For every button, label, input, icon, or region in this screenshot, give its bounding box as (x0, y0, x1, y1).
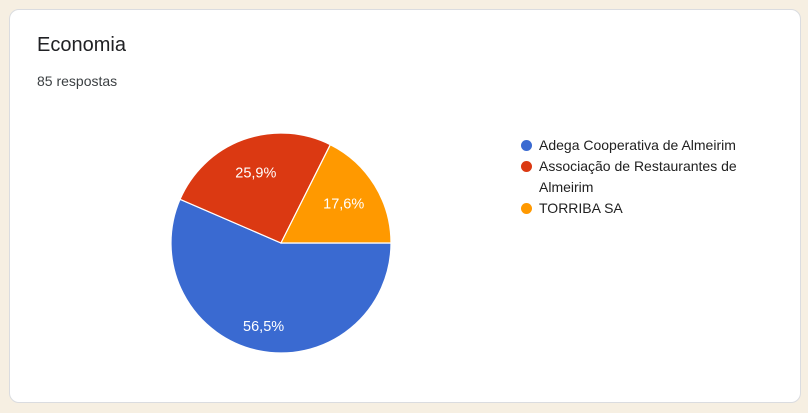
summary-card: Economia 85 respostas 56,5% 25,9% 17,6% Ad… (9, 9, 801, 403)
pie-chart-svg: 56,5% 25,9% 17,6% (170, 132, 392, 354)
pie-slice-1[interactable] (170, 198, 392, 354)
pie-slice-percentage-label: 25,9% (235, 166, 276, 182)
chart-legend: Adega Cooperativa de Almeirim Associação … (521, 135, 789, 219)
legend-item: Adega Cooperativa de Almeirim (521, 135, 789, 156)
pie-slice-3[interactable] (280, 143, 392, 244)
pie-slice-2[interactable] (179, 132, 332, 244)
legend-item: TORRIBA SA (521, 198, 789, 219)
legend-label: Associação de Restaurantes de Almeirim (539, 158, 737, 195)
pie-slice-percentage-label: 56,5% (243, 319, 284, 335)
legend-label: TORRIBA SA (539, 200, 623, 216)
legend-color-dot (521, 161, 532, 172)
legend-label: Adega Cooperativa de Almeirim (539, 137, 736, 153)
legend-item: Associação de Restaurantes de Almeirim (521, 156, 789, 198)
pie-slice-percentage-label: 17,6% (323, 196, 364, 212)
response-count: 85 respostas (37, 73, 118, 89)
pie-chart: 56,5% 25,9% 17,6% (169, 131, 393, 355)
question-title: Economia (37, 34, 126, 56)
legend-color-dot (521, 203, 532, 214)
legend-color-dot (521, 140, 532, 151)
